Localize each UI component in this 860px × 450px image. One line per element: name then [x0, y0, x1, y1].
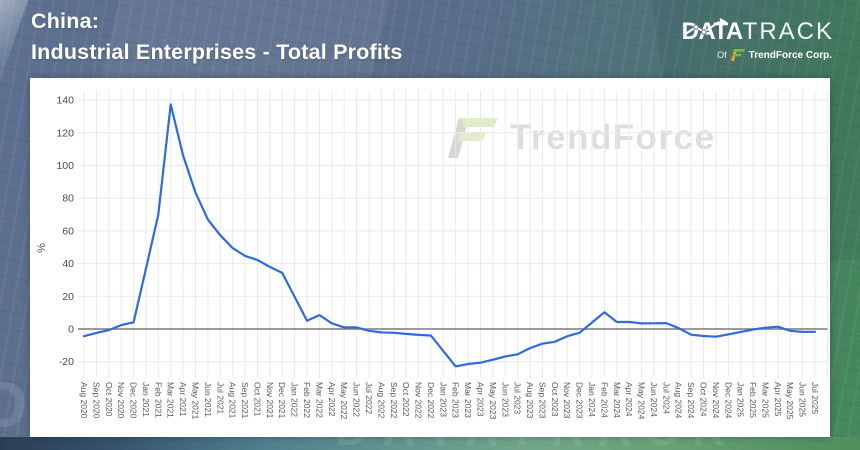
svg-text:Dec 2021: Dec 2021: [277, 382, 287, 419]
title-line-1: China:: [31, 9, 100, 33]
svg-text:Feb 2023: Feb 2023: [451, 382, 461, 418]
svg-text:120: 120: [56, 127, 74, 139]
svg-text:20: 20: [62, 291, 74, 303]
datatrack-logo: DATATRACK Of TrendForce Corp.: [682, 18, 834, 61]
svg-text:0: 0: [68, 324, 74, 336]
logo-subtitle-of: Of: [717, 50, 727, 60]
svg-text:Jun 2021: Jun 2021: [203, 382, 213, 417]
svg-text:Apr 2025: Apr 2025: [773, 382, 783, 417]
datatrack-wordmark: DATATRACK: [682, 18, 834, 46]
svg-text:Apr 2024: Apr 2024: [624, 382, 634, 417]
svg-text:140: 140: [56, 95, 74, 107]
svg-text:Jun 2023: Jun 2023: [500, 382, 510, 417]
svg-text:Dec 2024: Dec 2024: [723, 382, 733, 419]
svg-text:Aug 2022: Aug 2022: [376, 382, 386, 419]
trendforce-logo-icon: [730, 49, 745, 61]
svg-text:Sep 2021: Sep 2021: [240, 382, 250, 419]
svg-text:Oct 2022: Oct 2022: [401, 382, 411, 417]
svg-text:Mar 2022: Mar 2022: [314, 382, 324, 418]
svg-text:Jan 2024: Jan 2024: [587, 382, 597, 417]
svg-text:Mar 2025: Mar 2025: [761, 382, 771, 418]
svg-text:May 2025: May 2025: [785, 382, 795, 420]
svg-text:May 2024: May 2024: [637, 382, 647, 420]
svg-text:Oct 2024: Oct 2024: [699, 382, 709, 417]
svg-text:Nov 2023: Nov 2023: [562, 382, 572, 419]
svg-text:-20: -20: [59, 356, 74, 368]
svg-text:Oct 2023: Oct 2023: [550, 382, 560, 417]
svg-text:Jan 2025: Jan 2025: [736, 382, 746, 417]
page-title: China: Industrial Enterprises - Total Pr…: [31, 6, 403, 68]
svg-text:Aug 2021: Aug 2021: [228, 382, 238, 419]
svg-text:Sep 2020: Sep 2020: [91, 382, 101, 419]
svg-text:Sep 2022: Sep 2022: [389, 382, 399, 419]
svg-text:60: 60: [62, 225, 74, 237]
svg-text:Sep 2024: Sep 2024: [686, 382, 696, 419]
svg-text:Jul 2023: Jul 2023: [513, 382, 523, 414]
svg-text:Nov 2022: Nov 2022: [414, 382, 424, 419]
logo-subtitle-company: TrendForce Corp.: [748, 49, 832, 61]
svg-text:Feb 2021: Feb 2021: [153, 382, 163, 418]
svg-text:Jan 2021: Jan 2021: [141, 382, 151, 417]
svg-text:Jun 2024: Jun 2024: [649, 382, 659, 417]
trendforce-watermark-icon: [448, 118, 498, 158]
svg-text:Apr 2021: Apr 2021: [178, 382, 188, 417]
svg-text:Mar 2023: Mar 2023: [463, 382, 473, 418]
svg-text:Jul 2024: Jul 2024: [661, 382, 671, 414]
svg-text:Feb 2025: Feb 2025: [748, 382, 758, 418]
svg-text:Apr 2022: Apr 2022: [327, 382, 337, 417]
svg-text:Jan 2022: Jan 2022: [290, 382, 300, 417]
svg-text:40: 40: [62, 258, 74, 270]
svg-text:Jul 2022: Jul 2022: [364, 382, 374, 414]
svg-text:Dec 2023: Dec 2023: [575, 382, 585, 419]
svg-text:Nov 2020: Nov 2020: [116, 382, 126, 419]
svg-text:Mar 2024: Mar 2024: [612, 382, 622, 418]
svg-text:%: %: [36, 243, 48, 253]
svg-text:May 2021: May 2021: [191, 382, 201, 420]
svg-text:May 2023: May 2023: [488, 382, 498, 420]
chart-panel: TrendForce -20 0 20 40 60 80 100 120 140 Aug 2020…: [30, 78, 830, 437]
svg-text:100: 100: [56, 160, 74, 172]
svg-text:Feb 2024: Feb 2024: [599, 382, 609, 418]
corner-light-shape: [0, 0, 28, 84]
svg-text:Dec 2022: Dec 2022: [426, 382, 436, 419]
svg-text:Nov 2021: Nov 2021: [265, 382, 275, 419]
svg-text:Jun 2022: Jun 2022: [352, 382, 362, 417]
title-line-2: Industrial Enterprises - Total Profits: [31, 40, 403, 64]
svg-text:May 2022: May 2022: [339, 382, 349, 420]
trendforce-watermark: TrendForce: [448, 118, 716, 158]
svg-text:Oct 2021: Oct 2021: [253, 382, 263, 417]
svg-text:Aug 2023: Aug 2023: [525, 382, 535, 419]
bottom-gradient-strip: [0, 437, 860, 450]
svg-text:Sep 2023: Sep 2023: [537, 382, 547, 419]
svg-text:Jun 2025: Jun 2025: [798, 382, 808, 417]
svg-text:Mar 2021: Mar 2021: [166, 382, 176, 418]
svg-text:Dec 2020: Dec 2020: [129, 382, 139, 419]
svg-text:Jul 2025: Jul 2025: [810, 382, 820, 414]
svg-text:Aug 2024: Aug 2024: [674, 382, 684, 419]
datatrack-word-light: TRACK: [742, 18, 834, 45]
trendforce-watermark-text: TrendForce: [510, 118, 716, 157]
svg-text:Oct 2020: Oct 2020: [104, 382, 114, 417]
svg-text:Nov 2024: Nov 2024: [711, 382, 721, 419]
logo-subtitle: Of TrendForce Corp.: [682, 49, 834, 61]
svg-text:80: 80: [62, 193, 74, 205]
svg-text:Jan 2023: Jan 2023: [438, 382, 448, 417]
svg-text:Jul 2021: Jul 2021: [215, 382, 225, 414]
svg-text:Aug 2020: Aug 2020: [79, 382, 89, 419]
svg-text:Feb 2022: Feb 2022: [302, 382, 312, 418]
svg-text:Apr 2023: Apr 2023: [476, 382, 486, 417]
datatrack-word-bold: DATA: [681, 18, 744, 45]
